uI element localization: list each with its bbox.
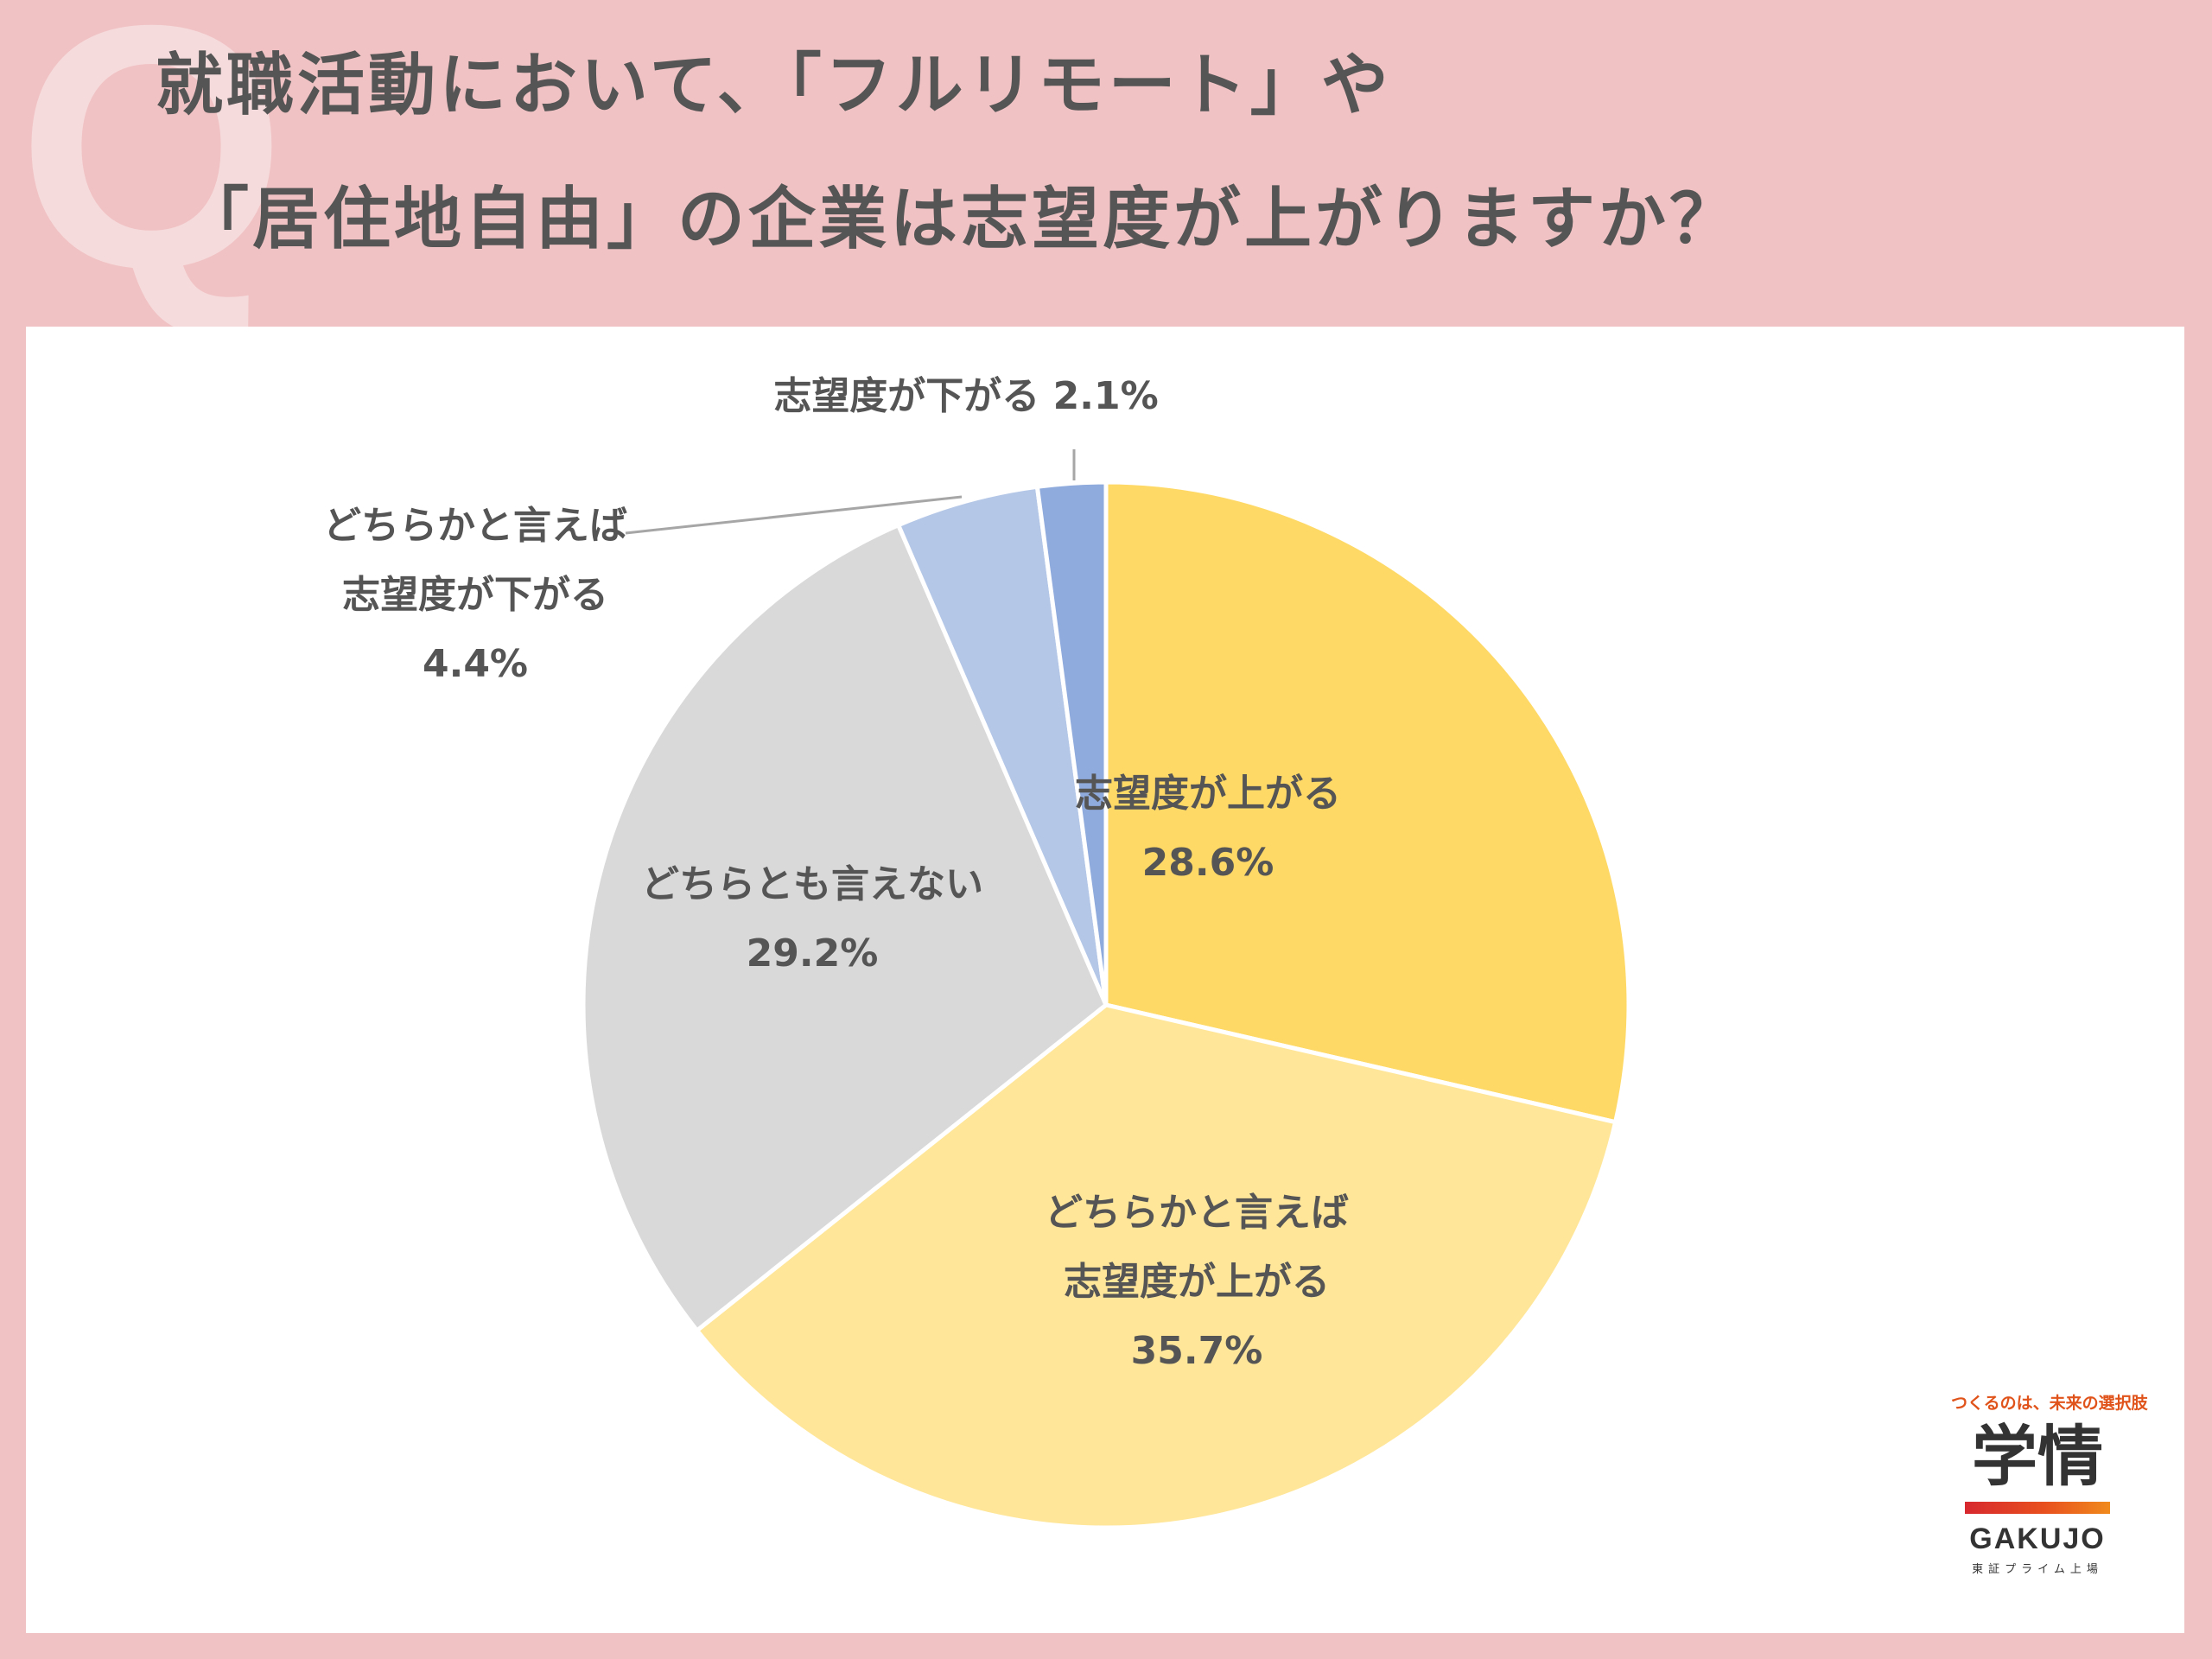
- page-title-line-1: 就職活動において、「フルリモート」や: [156, 47, 1392, 124]
- q-watermark: Q: [17, 0, 287, 340]
- pie-slice: [1034, 480, 1109, 1006]
- pie-slice: [581, 522, 1109, 1334]
- gakujo-logo: つくるのは、未来の選択肢 学情 GAKUJO 東証プライム上場: [1951, 1390, 2148, 1576]
- pie-chart: 志望度が上がる 28.6% どちらかと言えば志望度が上がる 35.7% どちらとも言えな…: [323, 374, 1631, 1530]
- page-title-line-2: 「居住地自由」の企業は志望度が上がりますか？: [181, 181, 1741, 258]
- slice-label: どちらとも言えない 29.2%: [641, 862, 983, 976]
- logo-roman: GAKUJO: [1969, 1522, 2106, 1555]
- slice-label: 志望度が上がる 28.6%: [1075, 772, 1341, 885]
- pie-slices: [581, 480, 1631, 1530]
- logo-bar: [1965, 1502, 2110, 1514]
- chart-panel: 志望度が上がる 28.6% どちらかと言えば志望度が上がる 35.7% どちらとも言えな…: [26, 327, 2184, 1633]
- slice-label: どちらかと言えば志望度が上がる 35.7%: [1045, 1191, 1349, 1373]
- logo-tagline: つくるのは、未来の選択肢: [1951, 1394, 2148, 1413]
- pie-slice: [1103, 480, 1631, 1125]
- leader-line: [625, 495, 963, 535]
- pie-slice: [694, 1002, 1618, 1530]
- logo-subtitle: 東証プライム上場: [1972, 1563, 2103, 1576]
- logo-kanji: 学情: [1972, 1418, 2103, 1495]
- slice-label: どちらかと言えば志望度が下がる 4.4%: [323, 504, 627, 686]
- slice-label: 志望度が下がる 2.1%: [773, 374, 1158, 418]
